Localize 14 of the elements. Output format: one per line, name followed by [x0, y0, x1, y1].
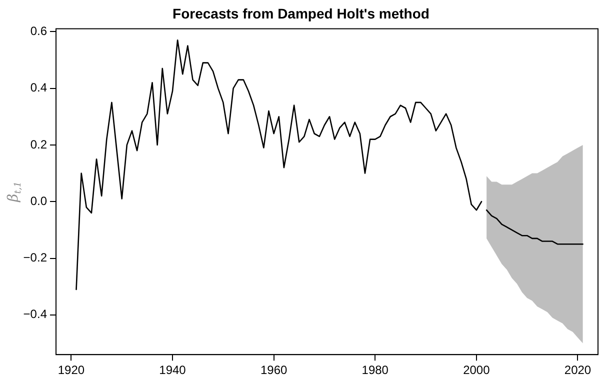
x-tick-label: 1960 [260, 363, 288, 378]
y-tick-label: 0.0 [30, 194, 48, 208]
chart-title: Forecasts from Damped Holt's method [172, 5, 430, 22]
y-tick-label: −0.2 [23, 250, 48, 265]
x-tick-label: 2000 [463, 363, 490, 378]
y-tick-label: 0.6 [30, 24, 48, 38]
y-axis-title: βt,1 [6, 182, 24, 203]
y-tick-label: 0.2 [30, 137, 48, 152]
x-tick-label: 1920 [58, 363, 85, 378]
x-tick-label: 1940 [159, 363, 186, 378]
x-tick-label: 1980 [362, 363, 389, 378]
y-tick-label: 0.4 [30, 80, 48, 95]
x-tick-label: 2020 [564, 363, 592, 378]
y-tick-label: −0.4 [23, 307, 48, 322]
